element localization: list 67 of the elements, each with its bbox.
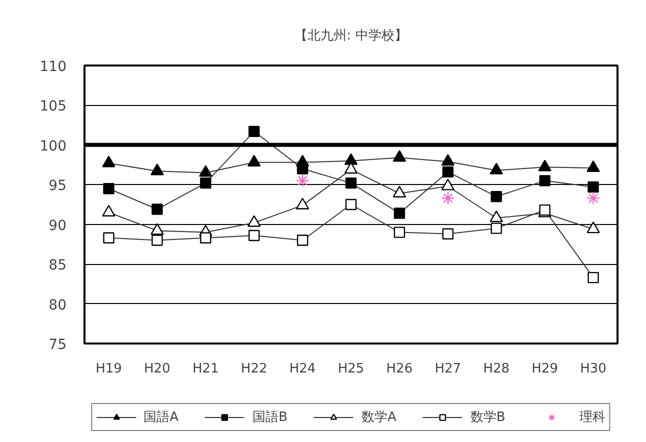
x-tick-label: H25 [338,362,364,376]
point [392,186,406,198]
point [296,174,310,188]
point [200,177,212,189]
y-tick-label: 105 [40,98,67,115]
legend-label: 国語B [252,409,288,426]
legend-label: 数学A [362,409,396,426]
point [150,164,164,176]
point [441,178,455,190]
point [344,153,358,165]
point [588,181,599,193]
point [152,234,163,246]
point [394,208,406,219]
point [247,215,261,227]
point [199,165,212,177]
x-tick-label: H24 [289,362,316,376]
x-tick-label: H26 [386,362,413,376]
x-tick-label: H20 [144,362,170,376]
point [102,204,116,217]
point [490,222,502,234]
y-tick-label: 80 [48,297,67,314]
point [103,183,114,194]
y-tick-label: 90 [48,218,67,234]
point [152,204,163,215]
y-tick-label: 110 [40,59,67,75]
point [344,162,358,174]
point [442,228,454,240]
point [441,154,455,166]
point [441,192,455,205]
x-tick-label: H22 [240,362,268,376]
point [296,198,310,210]
point [539,175,550,186]
point [394,226,406,238]
point [345,177,357,189]
x-tick-label: H29 [532,362,558,376]
point [442,166,454,178]
y-tick-label: 85 [48,258,67,274]
point [392,150,406,162]
y-tick-label: 75 [48,337,67,353]
x-tick-label: H19 [96,362,122,376]
x-tick-label: H30 [580,362,606,376]
point [586,192,600,205]
point [296,234,308,246]
point [296,163,308,174]
point [586,160,600,172]
y-tick-label: 100 [40,138,67,154]
point [150,223,164,235]
x-tick-label: H21 [192,362,219,376]
legend-label: 数学B [470,409,506,426]
point [103,232,114,244]
point [490,210,503,222]
point [588,272,599,284]
point [490,162,503,174]
point [586,222,600,234]
legend-label: 理科 [579,409,606,426]
point [345,198,357,210]
y-tick-label: 95 [48,178,67,194]
x-tick-label: H28 [483,362,510,376]
legend-label: 国語A [144,409,179,426]
point [490,190,502,202]
x-tick-label: H27 [434,362,462,376]
point [247,154,261,166]
chart-title: 【北九州: 中学校】 [294,28,408,44]
point [538,160,552,172]
point [248,230,260,242]
point [102,156,116,168]
point [200,232,212,244]
